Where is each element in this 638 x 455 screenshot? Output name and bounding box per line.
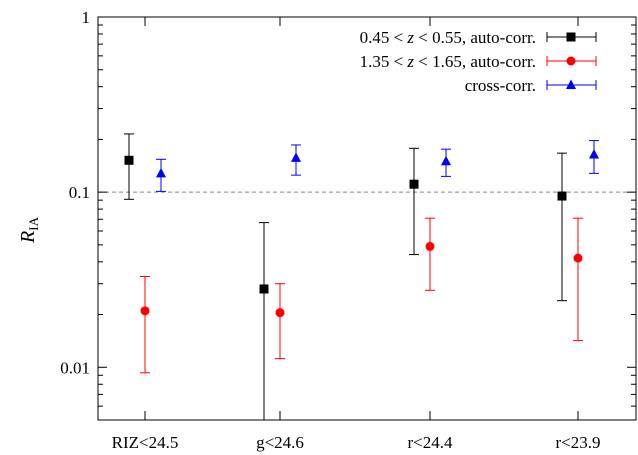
data-point	[409, 179, 419, 189]
series-layer	[124, 133, 599, 420]
data-point	[441, 155, 451, 166]
legend-entry: cross-corr.	[465, 76, 597, 95]
series-circle	[140, 217, 583, 374]
y-tick-label: 0.01	[60, 358, 90, 377]
legend-label-part: 0.45 <	[360, 28, 408, 47]
x-tick-label: g<24.6	[256, 433, 304, 452]
legend-label-variable: z	[406, 52, 414, 71]
axis-ticks: 1 0.1 0.01 RIZ<24.5 g<24.6 r<24.4 r<23.9	[60, 8, 636, 452]
legend-label-variable: z	[406, 28, 414, 47]
y-axis-label-subscript: IA	[26, 216, 41, 230]
legend-label: 1.35 < z < 1.65, auto-corr.	[360, 52, 536, 71]
x-tick-label: r<23.9	[556, 433, 601, 452]
data-point	[156, 167, 166, 178]
legend-entry: 1.35 < z < 1.65, auto-corr.	[360, 52, 597, 71]
y-axis-label-main: R	[17, 231, 39, 244]
legend-label-part: < 1.65, auto-corr.	[414, 52, 536, 71]
legend-entry: 0.45 < z < 0.55, auto-corr.	[360, 28, 597, 47]
y-tick-label: 0.1	[69, 183, 90, 202]
legend-marker	[566, 32, 576, 42]
y-axis-label: RIA	[17, 216, 41, 244]
x-tick-label: r<24.4	[408, 433, 453, 452]
legend-label-part: < 0.55, auto-corr.	[414, 28, 536, 47]
legend-label: cross-corr.	[465, 76, 536, 95]
legend-label: 0.45 < z < 0.55, auto-corr.	[360, 28, 536, 47]
legend-label-part: 1.35 <	[360, 52, 408, 71]
data-point	[557, 191, 567, 201]
series-triangle	[156, 140, 599, 192]
data-point	[573, 253, 583, 263]
data-point	[259, 284, 269, 294]
series-square	[124, 133, 567, 420]
data-point	[275, 308, 285, 318]
legend: 0.45 < z < 0.55, auto-corr. 1.35 < z < 1.…	[360, 28, 597, 95]
legend-label-part: cross-corr.	[465, 76, 536, 95]
data-point	[124, 155, 134, 165]
data-point	[291, 152, 301, 162]
plot-frame	[97, 16, 637, 421]
legend-marker	[566, 79, 576, 89]
legend-marker	[566, 56, 576, 66]
x-tick-label: RIZ<24.5	[112, 433, 179, 452]
data-point	[140, 306, 150, 316]
y-tick-label: 1	[82, 8, 91, 27]
data-point	[425, 241, 435, 251]
data-point	[589, 149, 599, 159]
